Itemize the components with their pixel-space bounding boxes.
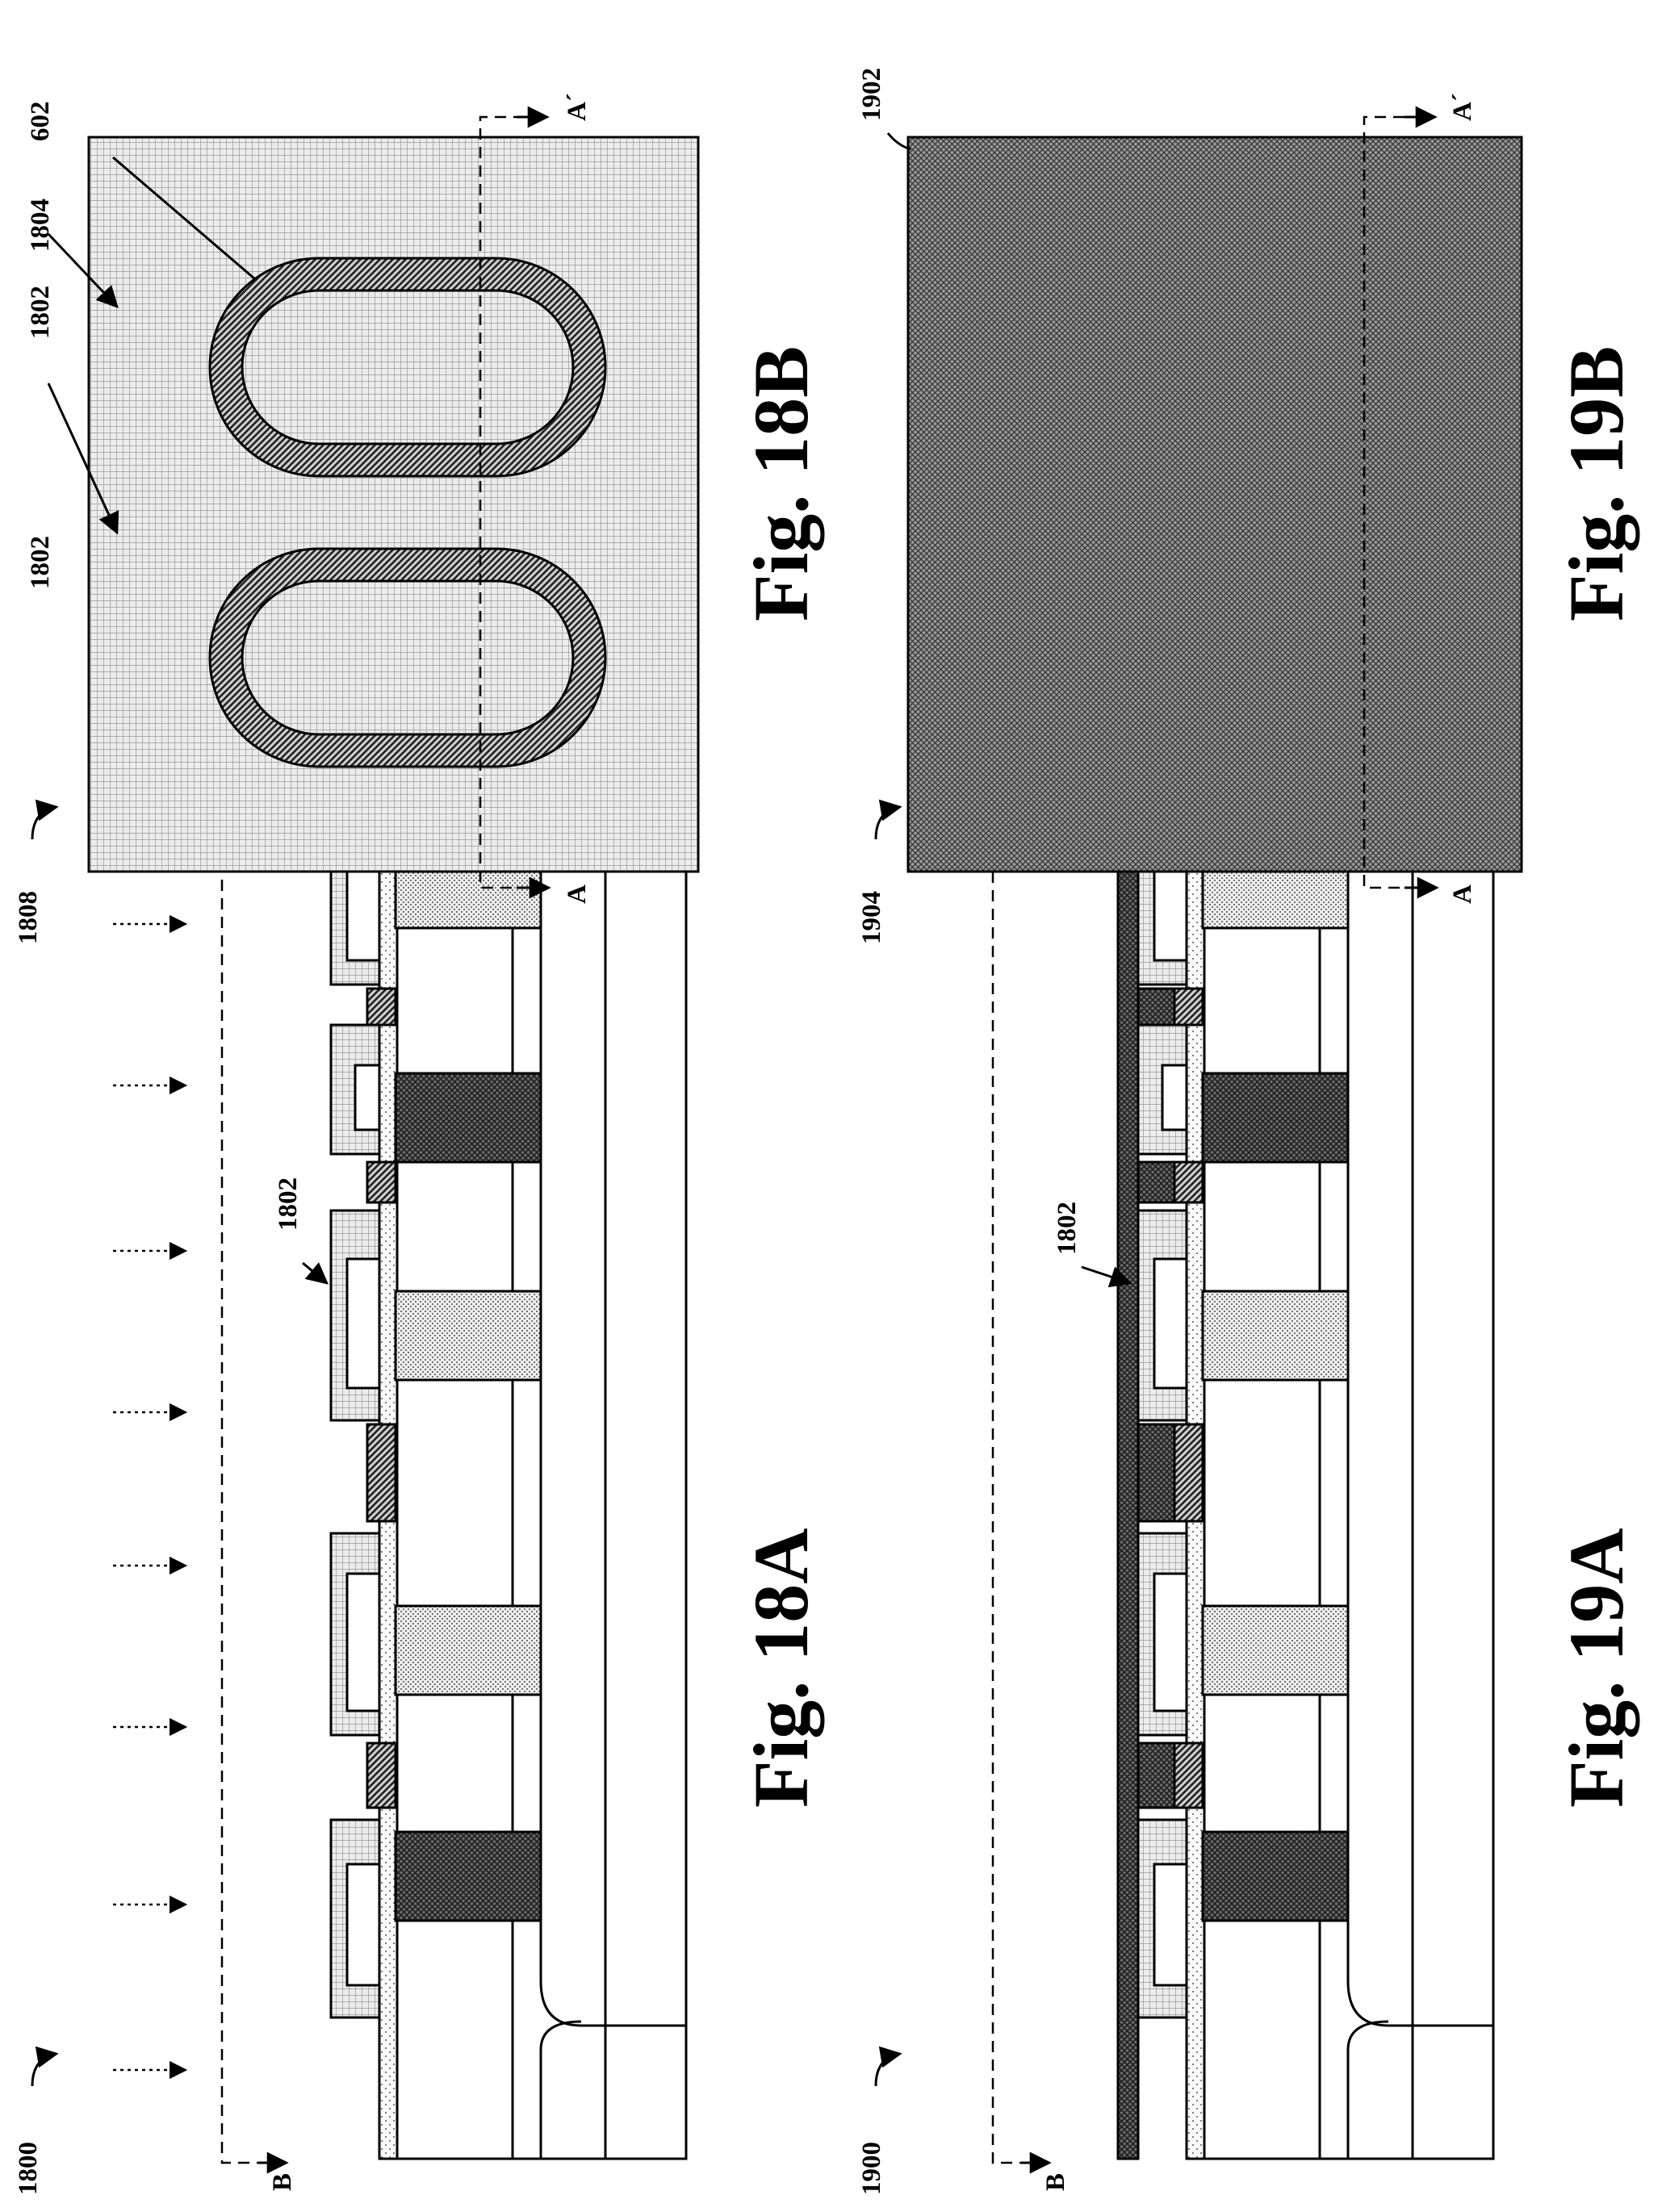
- ring-1802-a: [208, 547, 607, 768]
- ref-1808: 1808: [14, 891, 43, 944]
- ref-1902-19b: 1902: [857, 68, 886, 121]
- layer-1902-plan: [906, 136, 1523, 873]
- section-b-start-19a: B: [1041, 2173, 1070, 2191]
- figure-19b: 1902 1904 A A´ Fig. 19B: [857, 68, 1639, 944]
- figure-18b: 602 1804 1802 1802 1808 A A´ Fig. 18B: [14, 93, 824, 944]
- section-a-end-18b: A´: [563, 93, 592, 121]
- fig-caption-19b: Fig. 19B: [1553, 346, 1639, 621]
- fig-caption-18b: Fig. 18B: [738, 346, 824, 621]
- ring-1802-b: [208, 257, 607, 478]
- fig-caption-19a: Fig. 19A: [1553, 1528, 1639, 1808]
- ref-1802-18a: 1802: [274, 1177, 303, 1231]
- ref-602-18b: 602: [26, 102, 55, 142]
- ref-1900: 1900: [857, 2142, 886, 2195]
- ref-1804-18b: 1804: [26, 199, 55, 252]
- section-b-start-18a: B: [268, 2173, 297, 2191]
- fig-caption-18a: Fig. 18A: [738, 1528, 824, 1808]
- ref-1802-18b-1: 1802: [26, 286, 55, 339]
- section-a-start-18b: A: [563, 884, 592, 904]
- ref-1802-19a: 1802: [1053, 1202, 1082, 1255]
- section-a-end-19b: A´: [1448, 93, 1477, 121]
- ref-1800: 1800: [14, 2142, 43, 2195]
- section-a-start-19b: A: [1448, 884, 1477, 904]
- ref-1802-18b-2: 1802: [26, 536, 55, 589]
- ref-1904: 1904: [857, 891, 886, 944]
